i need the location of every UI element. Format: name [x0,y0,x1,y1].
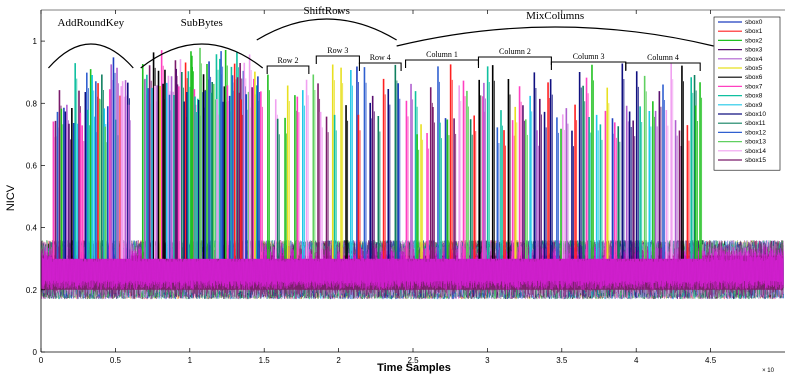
phase-arc-3 [396,26,714,47]
x-tick-label-6: 3 [485,356,490,365]
legend-label-sbox7: sbox7 [745,83,763,90]
legend-label-sbox13: sbox13 [745,139,766,146]
legend-box [713,16,781,171]
axes-layer: 0 0.5 1 1.5 2 2.5 3 3.5 4 4.5 0 0.2 0.4 0.6 0.8 1 [26,9,785,365]
x-tick-label-4: 2 [336,356,341,365]
phase-label-3: MixColumns [526,10,584,22]
sub-bracket-0 [266,65,310,74]
legend-label-sbox11: sbox11 [745,120,766,127]
sub-bracket-1 [315,55,360,64]
legend: sbox0 sbox1 sbox2 sbox3 sbox4 sbox5 sbox6 sbox7… [713,16,781,171]
x-tick-label-5: 2.5 [407,356,419,365]
phase-label-2: ShiftRows [303,5,349,17]
legend-label-sbox6: sbox6 [745,74,763,81]
legend-label-sbox4: sbox4 [745,56,763,63]
phase-arc-1 [140,43,264,69]
sub-label-4: Column 2 [499,47,531,56]
x-tick-label-3: 1.5 [259,356,271,365]
legend-label-sbox14: sbox14 [745,148,766,155]
x-tick-label-7: 3.5 [556,356,568,365]
phase-arc-2 [256,18,397,41]
plot-layer [40,47,784,300]
phase-label-1: SubBytes [181,17,223,29]
x-axis-label: Time Samples [377,362,451,374]
legend-label-sbox2: sbox2 [745,37,763,44]
legend-label-sbox3: sbox3 [745,47,763,54]
sub-label-1: Row 3 [327,46,348,55]
y-tick-label-4: 0.8 [26,99,38,108]
sub-label-3: Column 1 [426,50,458,59]
noise-overlay [40,246,784,290]
legend-label-sbox10: sbox10 [745,111,766,118]
sub-bracket-4 [477,56,552,65]
x-axis-multiplier: × 10 [762,368,775,374]
sub-label-2: Row 4 [370,53,391,62]
sub-label-0: Row 2 [277,56,298,65]
x-tick-label-1: 0.5 [110,356,122,365]
x-tick-label-0: 0 [39,356,44,365]
legend-label-sbox9: sbox9 [745,102,763,109]
legend-label-sbox15: sbox15 [745,157,766,164]
legend-label-sbox1: sbox1 [745,28,763,35]
y-tick-label-1: 0.2 [26,286,38,295]
y-tick-label-2: 0.4 [26,224,38,233]
legend-label-sbox5: sbox5 [745,65,763,72]
legend-label-sbox8: sbox8 [745,93,763,100]
sub-label-5: Column 3 [573,52,605,61]
sub-bracket-2 [358,62,402,71]
x-tick-label-2: 1 [188,356,193,365]
y-tick-label-5: 1 [33,37,38,46]
sub-bracket-6 [625,62,701,71]
y-axis-label: NICV [5,184,17,211]
annotation-layer: AddRoundKey SubBytes ShiftRows MixColumns Ro… [47,5,714,74]
phase-label-0: AddRoundKey [58,17,125,29]
x-tick-label-8: 4 [634,356,639,365]
phase-arc-0 [47,43,134,69]
y-tick-label-0: 0 [33,348,38,357]
sub-label-6: Column 4 [647,53,679,62]
legend-label-sbox0: sbox0 [745,19,763,26]
y-tick-label-3: 0.6 [26,161,38,170]
x-tick-label-9: 4.5 [705,356,717,365]
legend-label-sbox12: sbox12 [745,129,766,136]
